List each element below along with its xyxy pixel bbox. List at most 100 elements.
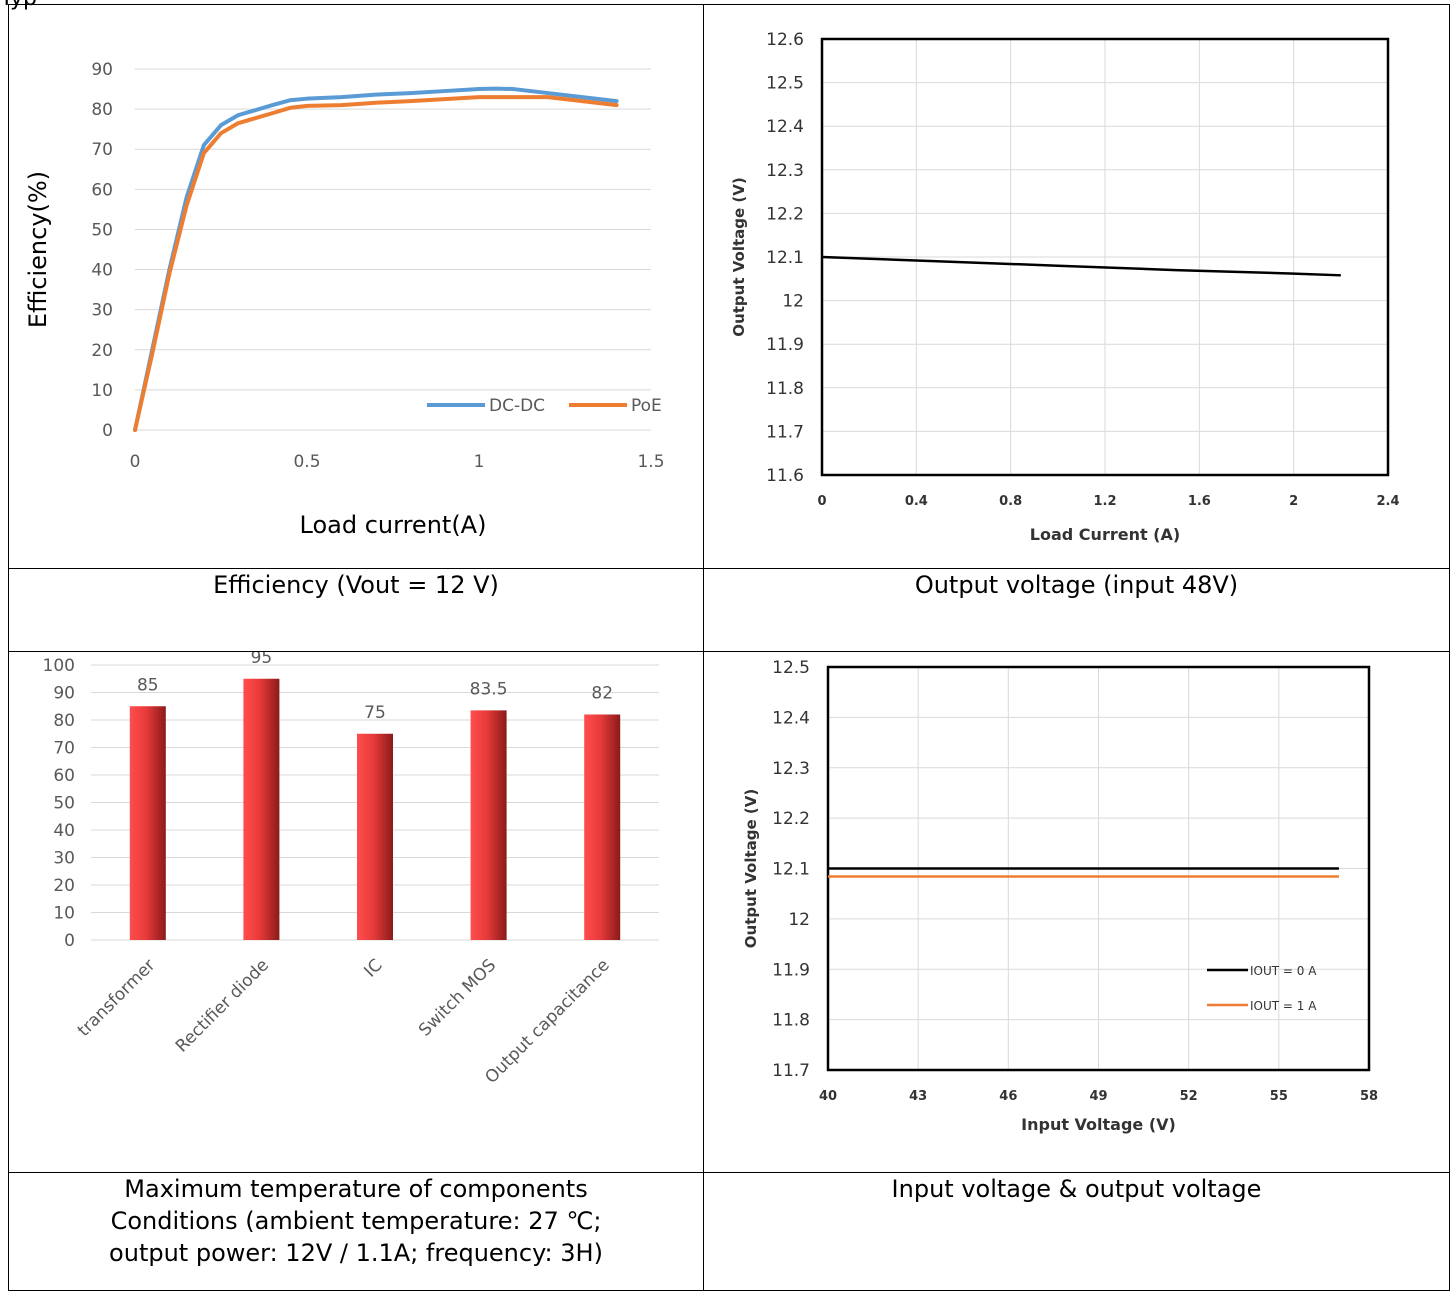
y-tick-label: 11.9 bbox=[766, 335, 804, 355]
x-tick-label: 1.5 bbox=[637, 452, 664, 472]
caption-input-output: Input voltage & output voltage bbox=[703, 1172, 1450, 1291]
y-tick-label: 12.4 bbox=[772, 708, 810, 728]
y-tick-label: 30 bbox=[53, 849, 75, 869]
bar-4 bbox=[584, 714, 621, 940]
legend-label: IOUT = 1 A bbox=[1250, 999, 1317, 1013]
y-tick-label: 11.8 bbox=[772, 1011, 810, 1031]
category-label: transformer bbox=[74, 955, 159, 1040]
y-tick-label: 11.9 bbox=[772, 960, 810, 980]
x-tick-label: 0 bbox=[817, 494, 826, 509]
y-tick-label: 12.3 bbox=[772, 759, 810, 779]
series-line-dc-dc bbox=[133, 86, 619, 432]
x-tick-label: 2 bbox=[1289, 494, 1298, 509]
y-tick-label: 70 bbox=[91, 140, 113, 160]
category-label: Switch MOS bbox=[415, 955, 500, 1040]
legend-label: IOUT = 0 A bbox=[1250, 964, 1317, 978]
y-tick-label: 10 bbox=[53, 904, 75, 924]
y-tick-label: 10 bbox=[91, 381, 113, 401]
legend-label: PoE bbox=[631, 396, 662, 416]
y-tick-label: 11.7 bbox=[772, 1061, 810, 1081]
x-axis-label: Input Voltage (V) bbox=[1021, 1115, 1176, 1134]
category-label: Output capacitance bbox=[481, 955, 613, 1087]
y-tick-label: 0 bbox=[64, 931, 75, 951]
y-tick-label: 20 bbox=[53, 876, 75, 896]
y-tick-label: 80 bbox=[53, 711, 75, 731]
y-axis-label: Output Voltage (V) bbox=[742, 789, 760, 948]
y-tick-label: 11.6 bbox=[766, 466, 804, 486]
x-tick-label: 1.6 bbox=[1188, 494, 1211, 509]
bar-value-label: 85 bbox=[137, 675, 159, 695]
caption-output-voltage: Output voltage (input 48V) bbox=[703, 568, 1450, 652]
y-tick-label: 12.1 bbox=[772, 860, 810, 880]
bar-value-label: 83.5 bbox=[470, 679, 508, 699]
x-tick-label: 49 bbox=[1089, 1089, 1107, 1104]
input-output-voltage-chart: 11.7 11.8 11.9 12 12.1 12.2 12.3 12.4 12.5 40 43 46… bbox=[742, 658, 1378, 1134]
bar-0 bbox=[129, 706, 166, 940]
y-tick-label: 12.2 bbox=[766, 204, 804, 224]
y-tick-label: 11.8 bbox=[766, 379, 804, 399]
x-tick-label: 40 bbox=[819, 1089, 837, 1104]
legend-label: DC-DC bbox=[489, 396, 545, 416]
y-axis-label: Efficiency(%) bbox=[24, 171, 52, 328]
y-tick-label: 12.2 bbox=[772, 809, 810, 829]
y-tick-label: 11.7 bbox=[766, 422, 804, 442]
y-tick-label: 80 bbox=[91, 100, 113, 120]
temperature-bar-chart: 0 10 20 30 40 50 60 70 80 90 100 85 transformer 95 Rec… bbox=[43, 652, 659, 1088]
caption-efficiency: Efficiency (Vout = 12 V) bbox=[8, 568, 704, 652]
bar-value-label: 75 bbox=[364, 703, 386, 723]
output-voltage-chart-cell: 11.6 11.7 11.8 11.9 12 12.1 12.2 12.3 12.4 12.5 12… bbox=[703, 4, 1450, 569]
x-tick-label: 52 bbox=[1180, 1089, 1198, 1104]
y-tick-label: 30 bbox=[91, 301, 113, 321]
efficiency-chart-cell: 0 10 20 30 40 50 60 70 80 90 0 0.5 1 1.5 Efficiency(%)… bbox=[8, 4, 704, 569]
series-line bbox=[821, 255, 1341, 277]
x-axis-label: Load current(A) bbox=[300, 511, 487, 539]
y-tick-label: 20 bbox=[91, 341, 113, 361]
x-tick-label: 58 bbox=[1360, 1089, 1378, 1104]
y-tick-label: 50 bbox=[53, 794, 75, 814]
y-tick-label: 40 bbox=[53, 821, 75, 841]
x-tick-label: 43 bbox=[909, 1089, 927, 1104]
y-tick-label: 60 bbox=[91, 180, 113, 200]
caption-temperature: Maximum temperature of components Condit… bbox=[8, 1172, 704, 1291]
y-tick-label: 100 bbox=[43, 656, 75, 676]
y-tick-label: 12.4 bbox=[766, 117, 804, 137]
bar-2 bbox=[357, 733, 393, 940]
x-tick-label: 0.8 bbox=[999, 494, 1022, 509]
y-tick-label: 50 bbox=[91, 220, 113, 240]
category-label: IC bbox=[360, 955, 386, 981]
category-label: Rectifier diode bbox=[172, 955, 273, 1056]
y-tick-label: 12.6 bbox=[766, 30, 804, 50]
y-tick-label: 40 bbox=[91, 261, 113, 281]
series-line-poe bbox=[133, 95, 619, 432]
y-tick-label: 70 bbox=[53, 739, 75, 759]
x-tick-label: 1 bbox=[474, 452, 485, 472]
y-tick-label: 12 bbox=[782, 292, 804, 312]
y-tick-label: 12.1 bbox=[766, 248, 804, 268]
x-tick-label: 0.5 bbox=[293, 452, 320, 472]
y-tick-label: 12.5 bbox=[766, 74, 804, 94]
bar-value-label: 82 bbox=[591, 684, 613, 704]
bar-3 bbox=[470, 710, 507, 940]
x-tick-label: 55 bbox=[1270, 1089, 1288, 1104]
x-tick-label: 46 bbox=[999, 1089, 1017, 1104]
x-tick-label: 1.2 bbox=[1093, 494, 1116, 509]
y-tick-label: 12.3 bbox=[766, 161, 804, 181]
output-voltage-chart: 11.6 11.7 11.8 11.9 12 12.1 12.2 12.3 12.4 12.5 12… bbox=[730, 30, 1400, 544]
y-axis-label: Output Voltage (V) bbox=[730, 177, 748, 336]
y-tick-label: 60 bbox=[53, 766, 75, 786]
x-tick-label: 0 bbox=[130, 452, 141, 472]
caption-temperature-line-2: Conditions (ambient temperature: 27 ℃; bbox=[110, 1207, 602, 1235]
x-tick-label: 0.4 bbox=[905, 494, 928, 509]
y-tick-label: 90 bbox=[53, 684, 75, 704]
caption-temperature-line-1: Maximum temperature of components bbox=[124, 1175, 588, 1203]
input-output-voltage-chart-cell: 11.7 11.8 11.9 12 12.1 12.2 12.3 12.4 12.5 40 43 46… bbox=[703, 651, 1450, 1173]
caption-temperature-line-3: output power: 12V / 1.1A; frequency: 3H) bbox=[109, 1239, 603, 1267]
y-tick-label: 12.5 bbox=[772, 658, 810, 678]
y-tick-label: 90 bbox=[91, 60, 113, 80]
bar-value-label: 95 bbox=[251, 652, 273, 668]
figure-table: 0 10 20 30 40 50 60 70 80 90 0 0.5 1 1.5 Efficiency(%)… bbox=[8, 4, 1450, 1291]
efficiency-chart: 0 10 20 30 40 50 60 70 80 90 0 0.5 1 1.5 Efficiency(%)… bbox=[24, 60, 665, 539]
x-axis-label: Load Current (A) bbox=[1030, 525, 1180, 544]
x-tick-label: 2.4 bbox=[1376, 494, 1399, 509]
y-tick-label: 0 bbox=[102, 421, 113, 441]
